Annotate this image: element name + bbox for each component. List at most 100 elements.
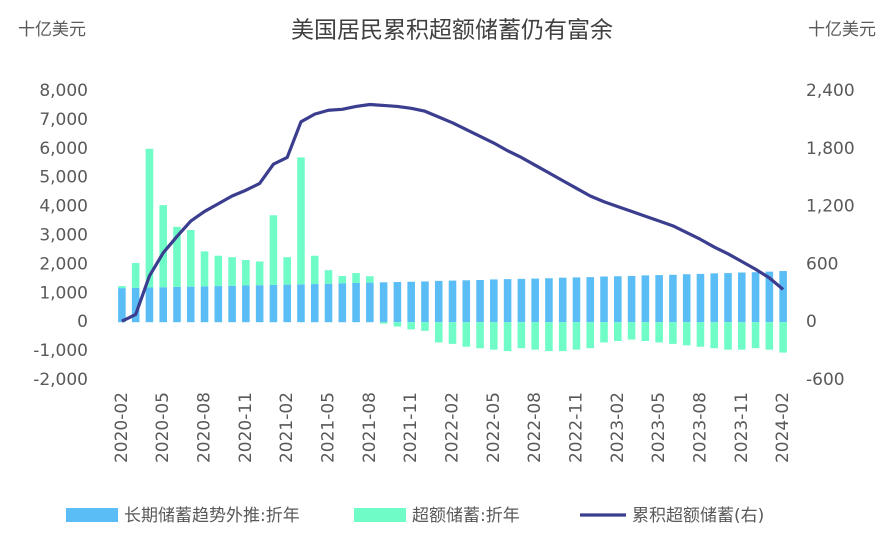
y-tick-label: 1,000 <box>39 283 88 303</box>
bar <box>682 322 691 346</box>
bar <box>682 274 691 323</box>
bar <box>283 284 291 323</box>
bar <box>779 271 787 323</box>
bar <box>503 322 512 352</box>
bar <box>434 280 443 323</box>
y-tick-label: 7,000 <box>39 110 88 130</box>
x-tick-label: 2022-11 <box>566 392 586 463</box>
x-tick-label: 2024-02 <box>773 392 793 463</box>
legend-swatch <box>66 508 118 522</box>
x-tick-label: 2020-05 <box>153 392 173 463</box>
legend-swatch <box>354 508 406 522</box>
bar <box>476 322 484 349</box>
bar <box>710 322 719 349</box>
y-tick-label: -2,000 <box>33 370 88 390</box>
x-tick-label: 2022-02 <box>443 392 463 463</box>
y2-tick-label: 1,800 <box>806 139 855 159</box>
bar <box>545 278 553 323</box>
y-axis-unit: 十亿美元 <box>18 20 86 40</box>
bar <box>200 286 209 323</box>
bar <box>310 284 319 323</box>
bar <box>255 261 264 286</box>
bar <box>448 322 457 344</box>
bar <box>517 322 526 349</box>
bar <box>462 322 471 347</box>
bar <box>297 157 305 285</box>
bar <box>159 287 168 323</box>
bar <box>214 255 223 287</box>
bar <box>517 278 526 323</box>
x-tick-label: 2021-02 <box>277 392 297 463</box>
bar <box>765 271 774 323</box>
bar <box>434 322 443 343</box>
bar <box>379 282 388 323</box>
bar <box>696 322 705 347</box>
y2-tick-label: 1,200 <box>806 197 855 217</box>
bar <box>200 251 209 287</box>
bar <box>186 286 195 323</box>
y2-tick-label: 0 <box>806 312 817 332</box>
y-tick-label: 4,000 <box>39 197 88 217</box>
y-tick-label: 0 <box>77 312 88 332</box>
bar <box>228 257 236 286</box>
bar <box>242 285 250 323</box>
bar <box>737 322 746 350</box>
x-tick-label: 2022-08 <box>525 392 545 463</box>
bar <box>393 322 402 327</box>
y2-tick-label: 2,400 <box>806 81 855 101</box>
y-tick-label: 8,000 <box>39 81 88 101</box>
bar <box>118 286 126 289</box>
bar <box>131 287 140 323</box>
legend-label: 超额储蓄:折年 <box>412 506 520 526</box>
x-tick-label: 2023-11 <box>732 392 752 463</box>
bar <box>600 322 608 343</box>
y2-tick-label: 600 <box>806 254 838 274</box>
bar <box>724 322 732 350</box>
bar <box>131 262 140 288</box>
bar <box>242 260 250 286</box>
bar <box>297 284 305 323</box>
bar <box>545 322 553 352</box>
bar <box>310 255 319 285</box>
bar <box>627 322 636 340</box>
bar <box>558 277 567 323</box>
x-tick-label: 2021-11 <box>401 392 421 463</box>
bar <box>407 281 415 323</box>
bar <box>366 282 374 323</box>
bar <box>186 230 195 287</box>
bar <box>214 286 223 323</box>
bar <box>338 275 347 284</box>
x-tick-label: 2023-02 <box>608 392 628 463</box>
y-tick-label: 2,000 <box>39 254 88 274</box>
bar <box>737 272 746 323</box>
legend-label: 累积超额储蓄(右) <box>632 506 764 526</box>
bar <box>228 285 236 323</box>
bar <box>655 275 663 323</box>
bar <box>490 322 498 350</box>
bar <box>173 286 181 323</box>
x-tick-label: 2020-11 <box>236 392 256 463</box>
bar <box>779 322 787 353</box>
bar <box>338 283 347 323</box>
legend-label: 长期储蓄趋势外推:折年 <box>124 506 300 526</box>
bar <box>407 322 415 330</box>
bar <box>558 322 567 352</box>
bar <box>669 322 677 344</box>
bar <box>696 273 705 323</box>
bar <box>145 287 154 323</box>
bar <box>269 284 278 323</box>
y2-tick-label: -600 <box>806 370 845 390</box>
bar <box>614 276 622 323</box>
bar <box>476 280 484 323</box>
x-tick-label: 2021-08 <box>360 392 380 463</box>
bar <box>324 283 333 323</box>
bar <box>366 276 374 283</box>
bar <box>669 274 677 323</box>
bar <box>751 322 760 349</box>
bar <box>379 322 388 324</box>
x-tick-label: 2020-08 <box>195 392 215 463</box>
bar <box>641 322 650 341</box>
bar <box>572 277 581 323</box>
bar <box>462 280 471 323</box>
